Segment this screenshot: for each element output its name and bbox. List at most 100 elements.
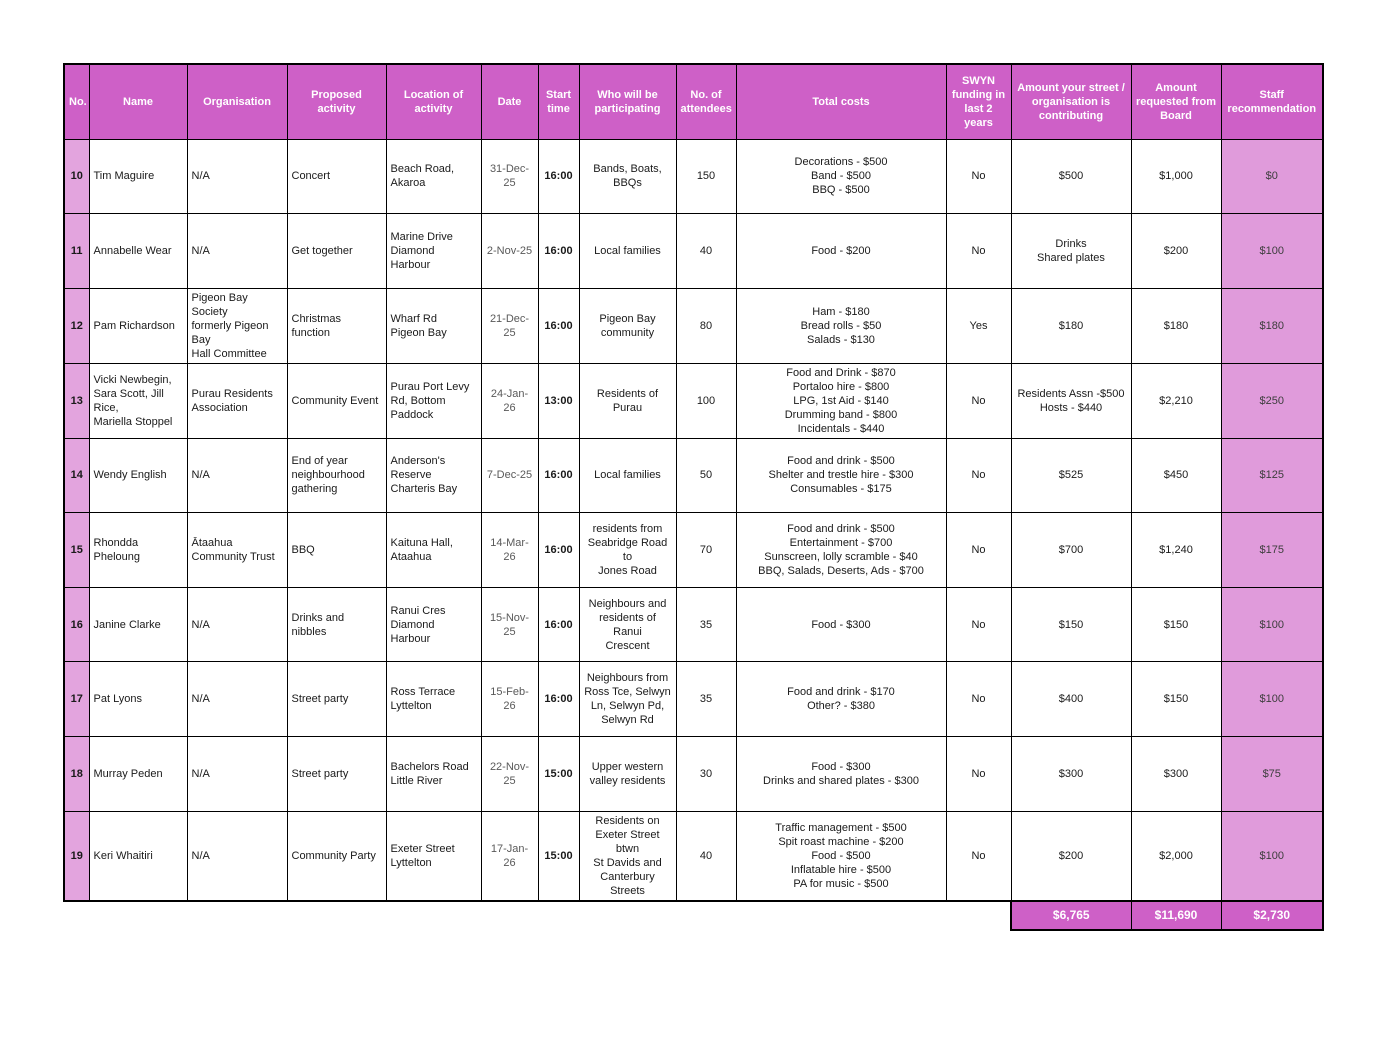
attendees-cell: 70: [675, 512, 737, 588]
swyn-cell: No: [945, 736, 1012, 812]
swyn-cell: No: [945, 437, 1012, 514]
name-cell: Murray Peden: [88, 736, 188, 812]
costs-cell: Food and drink - $500 Shelter and trestl…: [735, 437, 947, 514]
who-cell: Upper western valley residents: [578, 736, 677, 812]
location-cell: Kaituna Hall, Ataahua: [385, 512, 482, 588]
organisation-cell: N/A: [186, 586, 288, 663]
requested-cell: $1,240: [1130, 512, 1222, 588]
header-swyn-funding: SWYN funding in last 2 years: [945, 63, 1012, 140]
costs-cell: Food - $300 Drinks and shared plates - $…: [735, 736, 947, 812]
requested-cell: $150: [1130, 661, 1222, 738]
organisation-cell: N/A: [186, 138, 288, 215]
contributing-cell: Residents Assn -$500 Hosts - $440: [1010, 362, 1132, 439]
costs-cell: Food - $300: [735, 586, 947, 663]
swyn-cell: No: [945, 138, 1012, 215]
total-requested: $11,690: [1130, 900, 1222, 931]
swyn-cell: No: [945, 362, 1012, 439]
swyn-cell: No: [945, 512, 1012, 588]
no-cell: 13: [63, 362, 90, 439]
costs-cell: Food and Drink - $870 Portaloo hire - $8…: [735, 362, 947, 439]
activity-cell: Community Party: [286, 810, 387, 902]
name-cell: Pat Lyons: [88, 661, 188, 738]
header-staff-recommendation: Staff recommendation: [1220, 63, 1324, 140]
name-cell: Vicki Newbegin, Sara Scott, Jill Rice, M…: [88, 362, 188, 439]
date-cell: 2-Nov-25: [480, 213, 539, 289]
organisation-cell: Purau Residents Association: [186, 362, 288, 439]
requested-cell: $1,000: [1130, 138, 1222, 215]
date-cell: 17-Jan-26: [480, 810, 539, 902]
name-cell: Pam Richardson: [88, 287, 188, 364]
activity-cell: Christmas function: [286, 287, 387, 364]
header-organisation: Organisation: [186, 63, 288, 140]
staff-recommendation-cell: $0: [1220, 138, 1324, 215]
requested-cell: $300: [1130, 736, 1222, 812]
total-contributing: $6,765: [1010, 900, 1132, 931]
who-cell: Pigeon Bay community: [578, 287, 677, 364]
requested-cell: $180: [1130, 287, 1222, 364]
organisation-cell: N/A: [186, 213, 288, 289]
activity-cell: Street party: [286, 736, 387, 812]
no-cell: 18: [63, 736, 90, 812]
who-cell: Local families: [578, 437, 677, 514]
requested-cell: $2,000: [1130, 810, 1222, 902]
contributing-cell: $400: [1010, 661, 1132, 738]
date-cell: 21-Dec-25: [480, 287, 539, 364]
contributing-cell: $700: [1010, 512, 1132, 588]
contributing-cell: $200: [1010, 810, 1132, 902]
time-cell: 16:00: [537, 138, 580, 215]
staff-recommendation-cell: $100: [1220, 586, 1324, 663]
contributing-cell: $525: [1010, 437, 1132, 514]
header-amount-contributing: Amount your street / organisation is con…: [1010, 63, 1132, 140]
funding-applications-table: No. Name Organisation Proposed activity …: [63, 63, 1324, 931]
staff-recommendation-cell: $125: [1220, 437, 1324, 514]
time-cell: 15:00: [537, 736, 580, 812]
attendees-cell: 35: [675, 661, 737, 738]
attendees-cell: 80: [675, 287, 737, 364]
totals-row: $6,765 $11,690 $2,730: [64, 900, 1324, 931]
name-cell: Annabelle Wear: [88, 213, 188, 289]
time-cell: 13:00: [537, 362, 580, 439]
activity-cell: Community Event: [286, 362, 387, 439]
contributing-cell: Drinks Shared plates: [1010, 213, 1132, 289]
location-cell: Wharf Rd Pigeon Bay: [385, 287, 482, 364]
activity-cell: BBQ: [286, 512, 387, 588]
location-cell: Anderson's Reserve Charteris Bay: [385, 437, 482, 514]
attendees-cell: 40: [675, 213, 737, 289]
table-row-15: 15 Rhondda Pheloung Ātaahua Community Tr…: [63, 512, 1324, 588]
who-cell: Neighbours from Ross Tce, Selwyn Ln, Sel…: [578, 661, 677, 738]
date-cell: 31-Dec-25: [480, 138, 539, 215]
time-cell: 16:00: [537, 512, 580, 588]
organisation-cell: N/A: [186, 437, 288, 514]
name-cell: Janine Clarke: [88, 586, 188, 663]
header-no: No.: [63, 63, 90, 140]
swyn-cell: No: [945, 661, 1012, 738]
staff-recommendation-cell: $180: [1220, 287, 1324, 364]
requested-cell: $2,210: [1130, 362, 1222, 439]
location-cell: Beach Road, Akaroa: [385, 138, 482, 215]
location-cell: Bachelors Road Little River: [385, 736, 482, 812]
table-row-16: 16 Janine Clarke N/A Drinks and nibbles …: [63, 586, 1324, 663]
activity-cell: Concert: [286, 138, 387, 215]
no-cell: 14: [63, 437, 90, 514]
header-attendees: No. of attendees: [675, 63, 737, 140]
organisation-cell: Ātaahua Community Trust: [186, 512, 288, 588]
attendees-cell: 30: [675, 736, 737, 812]
time-cell: 16:00: [537, 437, 580, 514]
no-cell: 15: [63, 512, 90, 588]
who-cell: Residents of Purau: [578, 362, 677, 439]
contributing-cell: $500: [1010, 138, 1132, 215]
swyn-cell: No: [945, 213, 1012, 289]
no-cell: 16: [63, 586, 90, 663]
table-row-18: 18 Murray Peden N/A Street party Bachelo…: [63, 736, 1324, 812]
name-cell: Wendy English: [88, 437, 188, 514]
swyn-cell: No: [945, 810, 1012, 902]
location-cell: Ross Terrace Lyttelton: [385, 661, 482, 738]
time-cell: 16:00: [537, 586, 580, 663]
staff-recommendation-cell: $75: [1220, 736, 1324, 812]
table-row-17: 17 Pat Lyons N/A Street party Ross Terra…: [63, 661, 1324, 738]
attendees-cell: 35: [675, 586, 737, 663]
header-who-participating: Who will be participating: [578, 63, 677, 140]
header-start-time: Start time: [537, 63, 580, 140]
table-row-11: 11 Annabelle Wear N/A Get together Marin…: [63, 213, 1324, 289]
total-staff-recommendation: $2,730: [1220, 900, 1324, 931]
